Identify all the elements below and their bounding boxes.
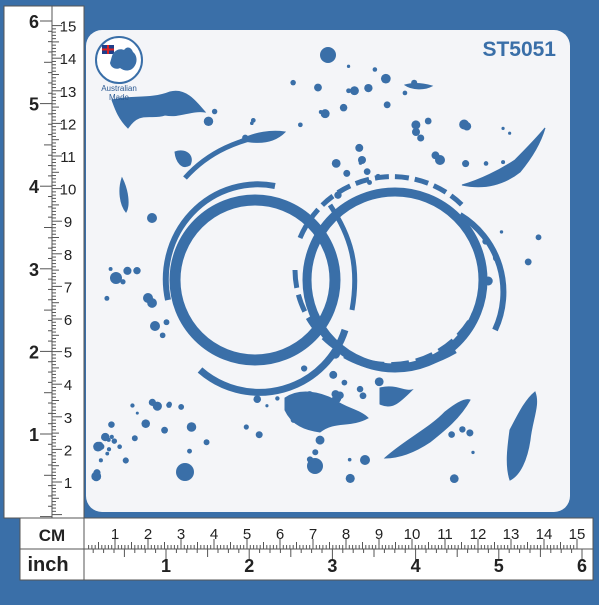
left-ruler-cm-label: 9: [64, 214, 72, 231]
cm-unit-label: CM: [39, 526, 65, 545]
australia-map-icon: [110, 47, 137, 71]
inch-unit-label: inch: [27, 554, 68, 576]
bottom-ruler-inch-label: 2: [244, 556, 254, 576]
bottom-ruler-cm-label: 8: [342, 526, 350, 543]
australian-made-logo: Australian Made: [95, 36, 143, 102]
left-ruler-cm-label: 6: [64, 312, 72, 329]
bottom-ruler-cm-label: 4: [210, 526, 218, 543]
product-code: ST5051: [482, 38, 556, 61]
bottom-ruler-cm-label: 13: [503, 526, 520, 543]
stencil-sheet: [86, 30, 570, 512]
hanging-hole-icon: [320, 47, 336, 63]
left-ruler-cm-label: 4: [64, 377, 72, 394]
bottom-ruler-cm-label: 9: [375, 526, 383, 543]
left-ruler-cm-label: 1: [64, 475, 72, 492]
bottom-ruler-cm-label: 15: [569, 526, 586, 543]
left-ruler-cm-label: 3: [64, 410, 72, 427]
bottom-ruler-inch-label: 3: [327, 556, 337, 576]
logo-text-line2: Made: [109, 93, 130, 102]
left-ruler-cm-label: 8: [64, 247, 72, 264]
bottom-ruler-inch-label: 6: [577, 556, 587, 576]
left-ruler-cm-label: 10: [60, 182, 77, 199]
left-ruler-inch-label: 2: [29, 342, 39, 362]
left-ruler-inch-label: 6: [29, 12, 39, 32]
bottom-ruler-cm-label: 14: [536, 526, 553, 543]
bottom-ruler-cm-label: 3: [177, 526, 185, 543]
bottom-ruler: CM inch 1 2 3 4 5 6 7 8 9 10 11 12 13 14 151 2 3 4 5 6: [19, 517, 594, 581]
left-ruler-inch-label: 3: [29, 260, 39, 280]
left-ruler-cm-label: 5: [64, 345, 72, 362]
bottom-ruler-inch-label: 5: [494, 556, 504, 576]
left-ruler-cm-label: 15: [60, 19, 77, 36]
bottom-ruler-cm-label: 5: [243, 526, 251, 543]
left-ruler-cm-label: 7: [64, 279, 72, 296]
bottom-ruler-inch-label: 1: [161, 556, 171, 576]
left-ruler-cm-label: 13: [60, 84, 77, 101]
left-ruler-cm-label: 2: [64, 442, 72, 459]
bottom-ruler-cm-label: 7: [309, 526, 317, 543]
bottom-ruler-inch-label: 4: [411, 556, 421, 576]
left-ruler-cm-label: 14: [60, 51, 77, 68]
left-ruler-inch-label: 4: [29, 177, 39, 197]
logo-text-line1: Australian: [101, 84, 137, 93]
left-ruler-cm-label: 11: [60, 149, 76, 166]
bottom-ruler-cm-label: 12: [470, 526, 487, 543]
bottom-ruler-cm-label: 11: [437, 526, 453, 543]
left-ruler-cm-label: 12: [60, 116, 77, 133]
left-ruler-inch-label: 5: [29, 95, 39, 115]
bottom-ruler-cm-label: 10: [404, 526, 421, 543]
left-ruler-inch-label: 1: [29, 425, 39, 445]
bottom-ruler-cm-label: 2: [144, 526, 152, 543]
bottom-ruler-cm-label: 1: [111, 526, 119, 543]
bottom-ruler-cm-label: 6: [276, 526, 284, 543]
